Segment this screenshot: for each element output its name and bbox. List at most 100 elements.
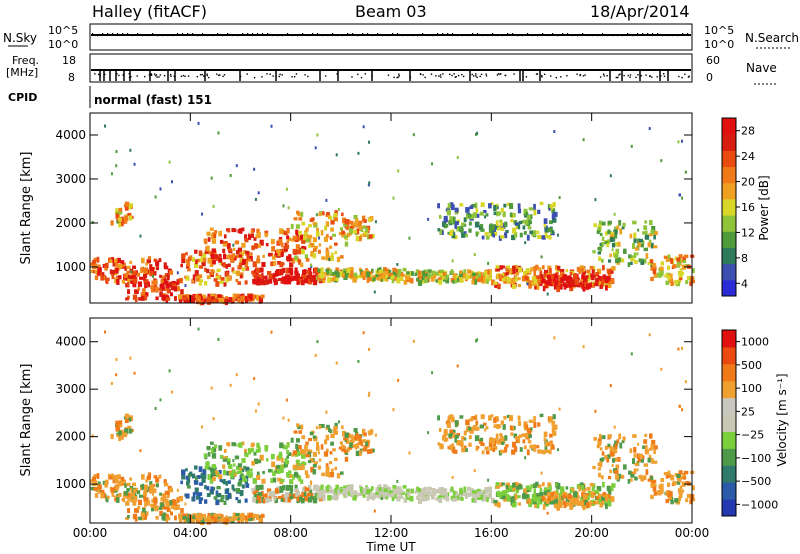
colorbar-segment (722, 465, 736, 483)
velocity-cell (459, 488, 463, 495)
power-cell (515, 222, 520, 226)
power-cell (599, 276, 603, 282)
power-cell (268, 273, 273, 279)
power-cell (134, 289, 138, 294)
velocity-cell (307, 484, 312, 491)
velocity-cell (496, 441, 502, 445)
power-cell (590, 273, 594, 278)
power-cell (115, 268, 119, 274)
power-cell (472, 272, 477, 277)
velocity-cell (505, 444, 509, 448)
power-cell (342, 273, 345, 277)
velocity-cell (233, 471, 237, 477)
power-cell (546, 274, 551, 279)
power-cell (374, 220, 377, 224)
velocity-cell (140, 515, 145, 521)
power-cell (399, 275, 403, 280)
velocity-cell (202, 474, 207, 479)
nave-point (159, 74, 161, 76)
power-cell (467, 269, 470, 274)
nave-point (364, 73, 367, 75)
nave-point (471, 73, 473, 76)
power-cell (608, 273, 612, 278)
colorbar-segment (722, 118, 736, 135)
power-cell (323, 236, 329, 242)
power-cell (610, 279, 615, 284)
power-cell (122, 279, 126, 284)
power-cell (511, 234, 516, 241)
power-cell (149, 267, 155, 273)
velocity-cell (232, 442, 237, 447)
power-cell (245, 250, 250, 255)
power-cell (180, 289, 184, 295)
power-cell (610, 268, 614, 274)
nave-point (203, 75, 205, 77)
power-cell (410, 271, 414, 276)
velocity-cell (207, 474, 211, 480)
velocity-cell (299, 496, 303, 502)
velocity-cell (610, 451, 614, 457)
velocity-cell (317, 465, 322, 470)
velocity-cell (456, 432, 461, 437)
power-cell (487, 270, 491, 275)
velocity-cell (350, 487, 354, 494)
power-cell (560, 271, 565, 277)
velocity-cell (613, 457, 619, 462)
power-cell (170, 286, 176, 291)
power-cell (285, 187, 288, 191)
nave-point (336, 73, 338, 75)
power-cell (651, 225, 656, 232)
power-cell (244, 234, 248, 238)
velocity-cell (592, 466, 596, 470)
velocity-cell (201, 425, 204, 429)
nave-point (295, 73, 298, 75)
velocity-cell (486, 497, 489, 503)
nave-point (687, 76, 690, 78)
nsky-label: N.Sky (3, 31, 37, 45)
power-cell (421, 276, 426, 281)
velocity-cell (153, 488, 157, 494)
velocity-cell (563, 502, 567, 509)
velocity-cell (475, 339, 478, 343)
velocity-cell (330, 433, 335, 439)
velocity-cell (232, 458, 235, 462)
power-cell (632, 220, 637, 225)
power-cell (650, 229, 655, 235)
colorbar-tick-label: 24 (741, 150, 755, 163)
power-cell (297, 212, 301, 217)
velocity-cell (416, 495, 420, 499)
power-cell (529, 214, 533, 218)
velocity-cell (601, 500, 604, 505)
power-cell (154, 195, 157, 199)
velocity-cell (512, 441, 516, 448)
velocity-cell (340, 471, 344, 475)
velocity-cell (548, 449, 552, 455)
velocity-cell (132, 482, 137, 487)
power-cell (115, 213, 119, 219)
nsearch-point (652, 33, 654, 35)
velocity-cell (597, 441, 602, 447)
velocity-cell (133, 371, 136, 375)
power-cell (186, 297, 190, 303)
nave-point (293, 75, 296, 78)
power-cell (502, 211, 506, 218)
power-cell (253, 167, 256, 171)
power-cell (536, 278, 541, 284)
velocity-cell (589, 500, 593, 507)
power-cell (158, 258, 162, 263)
power-cell (597, 246, 602, 251)
power-cell (550, 274, 555, 279)
power-cell (526, 234, 530, 241)
velocity-cell (325, 463, 329, 469)
power-cell (325, 221, 330, 227)
nave-point (169, 73, 172, 76)
velocity-cell (229, 517, 233, 522)
nsearch-point (362, 33, 364, 35)
power-colorbar-label: Power [dB] (757, 175, 771, 240)
velocity-cell (562, 494, 567, 499)
velocity-cell (434, 489, 438, 494)
velocity-cell (280, 467, 284, 472)
power-cell (607, 231, 612, 235)
velocity-cell (556, 486, 561, 490)
power-cell (456, 226, 461, 232)
